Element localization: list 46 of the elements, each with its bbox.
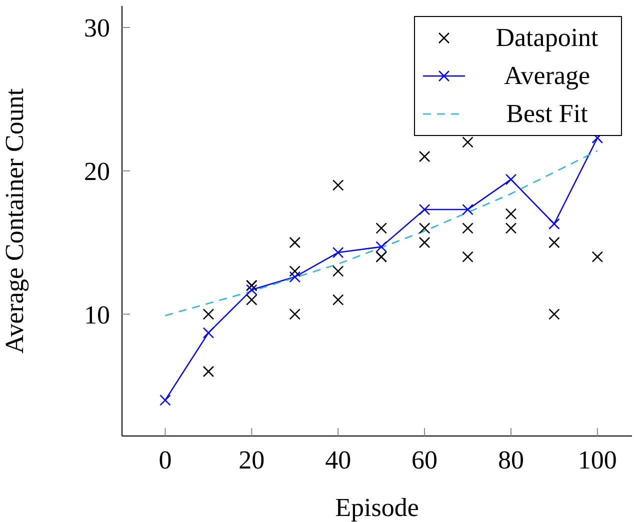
- point: [332, 246, 344, 258]
- point: [246, 284, 258, 296]
- point: [505, 222, 517, 234]
- point: [289, 236, 301, 248]
- point: [289, 308, 301, 320]
- point: [202, 327, 214, 338]
- point: [462, 222, 474, 234]
- point: [376, 241, 387, 252]
- point: [202, 366, 214, 378]
- point: [462, 136, 474, 148]
- point: [332, 180, 344, 191]
- point: [548, 236, 560, 248]
- point: [418, 204, 430, 216]
- point: [289, 271, 301, 283]
- point: [462, 251, 474, 262]
- point: [332, 294, 344, 306]
- x-tick-label: 60: [412, 445, 438, 474]
- x-tick-label: 0: [158, 445, 172, 474]
- point: [418, 222, 430, 234]
- y-tick-label: 30: [84, 14, 110, 43]
- point: [505, 208, 517, 220]
- x-axis-title: Episode: [335, 493, 419, 522]
- x-tick-label: 100: [578, 445, 617, 474]
- x-tick-label: 80: [498, 445, 524, 474]
- legend-label: Datapoint: [494, 23, 600, 52]
- point: [246, 294, 258, 306]
- point: [160, 394, 171, 406]
- y-tick-label: 10: [84, 300, 110, 330]
- y-axis-title: Average Container Count: [0, 88, 30, 354]
- point: [332, 266, 344, 277]
- line-series: [164, 150, 598, 316]
- point: [505, 174, 517, 186]
- point: [548, 218, 560, 230]
- legend-label: Average: [502, 61, 592, 90]
- point: [376, 222, 387, 234]
- x-tick-label: 20: [238, 445, 265, 474]
- x-tick-label: 40: [325, 445, 352, 474]
- legend-label: Best Fit: [505, 99, 589, 128]
- point: [289, 266, 301, 277]
- point: [462, 204, 474, 216]
- point: [418, 236, 430, 248]
- point: [202, 308, 214, 320]
- y-tick-label: 20: [84, 157, 110, 186]
- point: [592, 251, 604, 262]
- point: [418, 150, 430, 162]
- point: [548, 308, 560, 320]
